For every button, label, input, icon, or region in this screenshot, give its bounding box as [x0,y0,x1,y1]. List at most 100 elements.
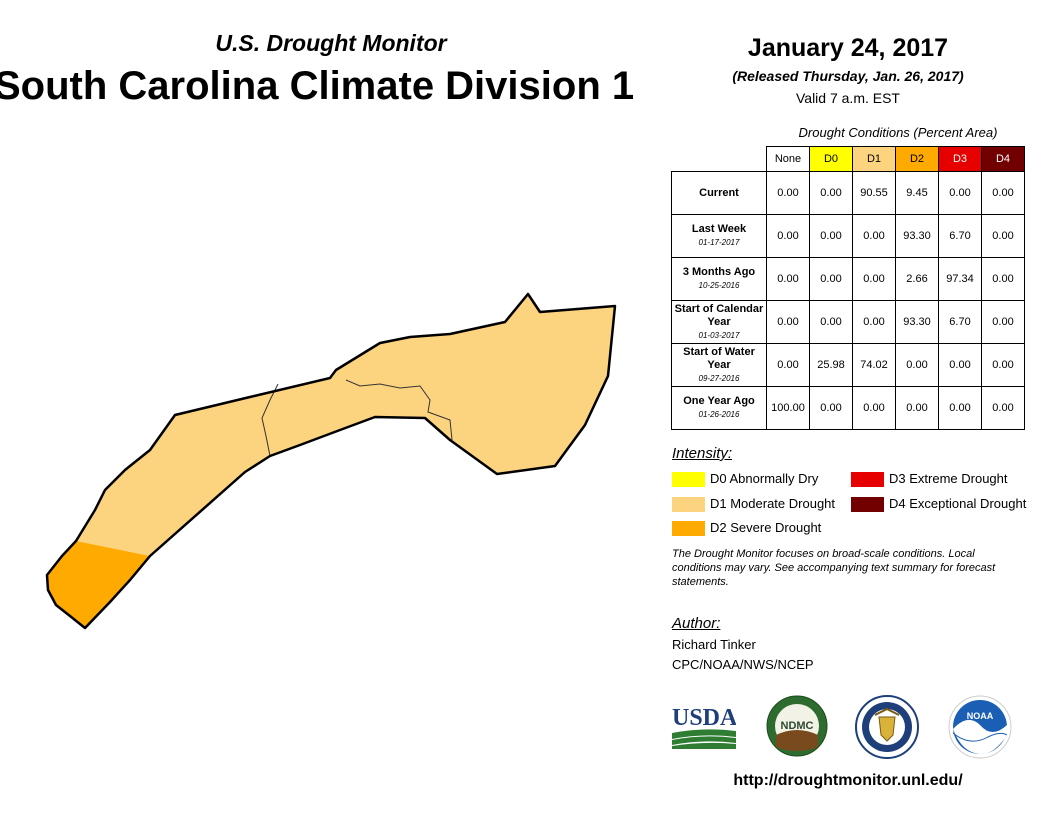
page-title: South Carolina Climate Division 1 [0,64,635,108]
district-outline [45,292,617,630]
website-url[interactable]: http://droughtmonitor.unl.edu/ [733,772,963,789]
county-boundary-west [261,383,279,457]
legend-label-d4: D4 Exceptional Drought [889,496,1027,511]
ndmc-logo-text: NDMC [781,720,814,732]
table-corner [672,147,767,172]
row-date: 01-03-2017 [698,330,740,340]
column-header-d3: D3 [938,146,982,172]
row-label-text: Last Week [691,223,747,235]
table-header-row: None D0 D1 D2 D3 D4 [672,146,1025,172]
author-organization: CPC/NOAA/NWS/NCEP [672,657,814,672]
noaa-logo-text: NOAA [967,711,994,721]
legend-label-d2: D2 Severe Drought [710,520,822,535]
cell-d4: 0.00 [981,300,1025,344]
legend-swatch-d3 [851,472,884,487]
map-area-d2 [47,541,150,628]
cell-d2: 93.30 [895,214,939,258]
row-date: 01-17-2017 [698,238,740,247]
cell-d3: 6.70 [938,300,982,344]
legend-swatch-d0 [672,472,705,487]
cell-d4: 0.00 [981,386,1025,430]
legend-swatch-d2 [672,521,705,536]
row-label: One Year Ago 01-26-2016 [671,386,767,430]
column-header-d0: D0 [809,146,853,172]
cell-d0: 0.00 [809,386,853,430]
legend-swatch-d1 [672,497,705,512]
cell-d0: 0.00 [809,300,853,344]
column-header-d2: D2 [895,146,939,172]
legend-swatch-d4 [851,497,884,512]
row-label-text: Start of Water Year [683,345,755,371]
release-date: (Released Thursday, Jan. 26, 2017) [732,68,964,84]
table-row: 3 Months Ago 10-25-2016 0.00 0.00 0.00 2.… [671,257,1025,301]
row-label: Start of Water Year 09-27-2016 [671,343,767,387]
legend-label-d3: D3 Extreme Drought [889,471,1008,486]
cell-d4: 0.00 [981,214,1025,258]
cell-d0: 0.00 [809,171,853,215]
cell-d1: 0.00 [852,300,896,344]
legend-label-d1: D1 Moderate Drought [710,496,836,511]
cell-d2: 93.30 [895,300,939,344]
table-row: Start of Water Year 09-27-2016 0.00 25.98… [671,343,1025,387]
cell-d2: 2.66 [895,257,939,301]
noaa-logo: NOAA [948,695,1012,759]
disclaimer-text: The Drought Monitor focuses on broad-sca… [672,548,996,588]
cell-none: 0.00 [766,257,810,301]
cell-d4: 0.00 [981,171,1025,215]
cell-d4: 0.00 [981,343,1025,387]
author-heading: Author: [672,615,721,632]
cell-d0: 0.00 [809,257,853,301]
row-date: 09-27-2016 [698,373,740,383]
row-label: Last Week 01-17-2017 [671,214,767,258]
row-label-text: 3 Months Ago [682,266,756,278]
county-boundary-middle [345,379,453,441]
legend-label-d0: D0 Abnormally Dry [710,471,819,486]
cell-none: 0.00 [766,171,810,215]
cell-none: 100.00 [766,386,810,430]
table-caption: Drought Conditions (Percent Area) [798,125,998,140]
row-date: 10-25-2016 [698,281,740,290]
cell-d0: 25.98 [809,343,853,387]
cell-d2: 0.00 [895,386,939,430]
column-header-none: None [766,146,810,172]
usda-logo: USDA [672,705,736,749]
author-name: Richard Tinker [672,637,756,652]
row-label-text: Current [699,186,739,199]
row-label-text: Start of Calendar Year [674,302,764,328]
cell-d3: 0.00 [938,386,982,430]
row-date: 01-26-2016 [698,410,740,419]
column-header-d4: D4 [981,146,1025,172]
cell-none: 0.00 [766,343,810,387]
table-row: One Year Ago 01-26-2016 100.00 0.00 0.00 … [671,386,1025,430]
row-label: Start of Calendar Year 01-03-2017 [671,300,767,344]
cell-none: 0.00 [766,300,810,344]
drought-conditions-table: None D0 D1 D2 D3 D4 Current 0.00 0.00 90… [671,146,1025,430]
cell-d1: 90.55 [852,171,896,215]
cell-d3: 97.34 [938,257,982,301]
usda-logo-text: USDA [672,705,736,731]
cell-none: 0.00 [766,214,810,258]
cell-d2: 9.45 [895,171,939,215]
cell-d3: 0.00 [938,343,982,387]
cell-d1: 0.00 [852,214,896,258]
cell-d2: 0.00 [895,343,939,387]
drought-map [45,292,617,630]
cell-d4: 0.00 [981,257,1025,301]
table-row: Last Week 01-17-2017 0.00 0.00 0.00 93.30… [671,214,1025,258]
legend-heading: Intensity: [672,445,733,462]
cell-d3: 0.00 [938,171,982,215]
cell-d1: 0.00 [852,257,896,301]
map-date: January 24, 2017 [747,34,949,62]
cell-d3: 6.70 [938,214,982,258]
valid-time: Valid 7 a.m. EST [795,90,900,106]
row-label: 3 Months Ago 10-25-2016 [671,257,767,301]
ndmc-logo: NDMC [766,695,828,757]
row-label: Current [671,171,767,215]
cell-d1: 74.02 [852,343,896,387]
row-label-text: One Year Ago [683,395,755,407]
commerce-seal-logo [855,695,919,759]
table-row: Start of Calendar Year 01-03-2017 0.00 0.… [671,300,1025,344]
table-row: Current 0.00 0.00 90.55 9.45 0.00 0.00 [671,171,1025,215]
cell-d1: 0.00 [852,386,896,430]
column-header-d1: D1 [852,146,896,172]
